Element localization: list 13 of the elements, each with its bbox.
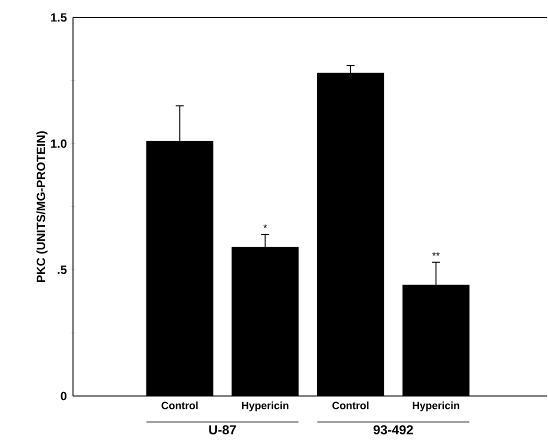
x-tick-label: Control	[162, 402, 198, 410]
y-tick-label: .5	[58, 266, 67, 274]
x-tick-label: Hypericin	[412, 402, 460, 412]
x-tick-label: Control	[332, 402, 368, 410]
y-axis-title: PKC (UNITS/MG-PROTEIN)	[36, 131, 48, 282]
y-tick-label: 1.0	[51, 139, 66, 148]
y-tick-label: 0	[60, 392, 66, 400]
text: 93-492	[374, 425, 413, 434]
text: U-87	[209, 425, 236, 434]
y-tick-label: 1.5	[51, 13, 67, 22]
x-tick-label: Hypericin	[242, 402, 288, 412]
data-label: *	[263, 224, 267, 228]
data-label: **	[432, 252, 440, 256]
